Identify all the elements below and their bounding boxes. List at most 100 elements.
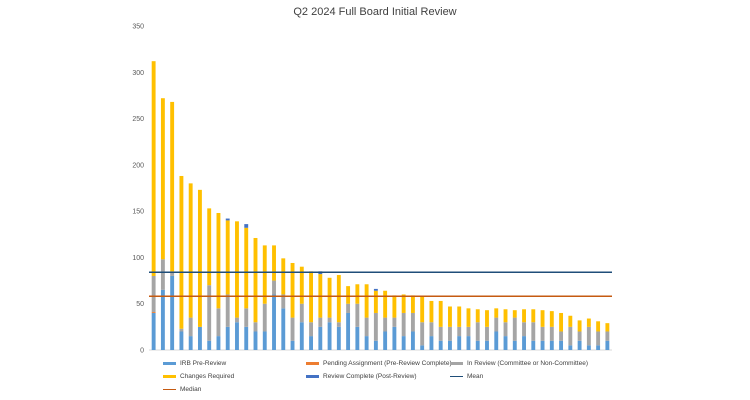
bar-segment — [512, 317, 517, 341]
bar-segment — [429, 300, 434, 323]
chart-title: Q2 2024 Full Board Initial Review — [293, 6, 457, 18]
bar-segment — [235, 221, 239, 318]
bar-segment — [568, 315, 573, 327]
bar-segment — [290, 340, 295, 350]
bar-segment — [179, 328, 184, 332]
bar-segment — [364, 336, 369, 350]
bar-segment — [457, 326, 462, 337]
bar-segment — [605, 340, 610, 350]
bar-segment — [346, 286, 351, 304]
bar-segment — [253, 237, 258, 323]
legend-swatch — [450, 375, 463, 378]
bar-segment — [438, 326, 443, 341]
legend-item-in-review: In Review (Committee or Non-Committee) — [450, 360, 588, 367]
bar-segment — [512, 310, 517, 318]
bar-segment — [494, 331, 499, 350]
legend-swatch — [450, 362, 463, 365]
bar-segment — [197, 189, 202, 327]
bar-segment — [346, 303, 351, 313]
bar-segment — [596, 321, 601, 332]
bar-segment — [549, 340, 554, 350]
bar-segment — [318, 326, 323, 350]
bar-segment — [448, 306, 452, 327]
legend-swatch — [163, 388, 176, 391]
legend-item-irb-pre-review: IRB Pre-Review — [163, 360, 226, 367]
bar-segment — [512, 340, 517, 350]
bar-segment — [170, 101, 175, 272]
bar-segment — [207, 285, 212, 341]
bar-segment — [605, 323, 610, 332]
bar-segment — [244, 308, 249, 327]
bar-segment — [299, 303, 304, 323]
bar-segment — [355, 284, 360, 304]
bar-segment — [466, 326, 471, 337]
bar-segment — [364, 317, 369, 337]
bar-segment — [170, 271, 175, 276]
legend-item-mean: Mean — [450, 373, 483, 380]
bar-segment — [605, 331, 610, 341]
legend-label: Mean — [467, 373, 484, 380]
bar-segment — [225, 294, 230, 327]
bar-segment — [225, 326, 230, 350]
bar-segment — [383, 331, 388, 350]
legend-item-changes-required: Changes Required — [163, 373, 234, 380]
bar-segment — [235, 322, 239, 350]
bar-segment — [392, 326, 397, 350]
legend-label: IRB Pre-Review — [180, 360, 227, 367]
bar-segment — [586, 326, 591, 346]
bar-segment — [549, 326, 554, 341]
bar-segment — [466, 336, 471, 350]
bar-segment — [373, 288, 378, 291]
bar-segment — [216, 336, 221, 350]
bar-segment — [503, 336, 508, 350]
bar-segment — [272, 245, 276, 281]
bar-segment — [225, 218, 230, 221]
bar-segment — [438, 340, 443, 350]
bar-segment — [318, 317, 323, 327]
bar-segment — [494, 317, 499, 332]
y-tick-label: 150 — [132, 209, 144, 216]
bar-segment — [559, 331, 564, 341]
bar-segment — [336, 275, 341, 323]
bar-segment — [457, 336, 462, 350]
bar-segment — [410, 331, 415, 350]
bar-segment — [207, 208, 212, 286]
bar-segment — [420, 345, 425, 350]
legend-swatch — [163, 362, 176, 365]
bar-segment — [383, 290, 388, 318]
bar-segment — [457, 306, 462, 327]
bar-segment — [244, 224, 249, 228]
bar-segment — [522, 336, 526, 350]
bar-segment — [160, 259, 165, 290]
bar-segment — [216, 308, 221, 337]
bar-segment — [290, 262, 295, 318]
legend-label: Changes Required — [180, 373, 235, 380]
bar-segment — [392, 317, 397, 327]
y-tick-label: 0 — [140, 348, 144, 355]
bar-segment — [531, 322, 536, 341]
bar-segment — [373, 290, 378, 313]
bar-segment — [327, 322, 332, 350]
bar-segment — [596, 331, 601, 346]
bar-segment — [299, 322, 304, 350]
bar-segment — [540, 310, 545, 327]
bar-segment — [188, 183, 193, 318]
bar-segment — [559, 340, 564, 350]
legend-item-median: Median — [163, 386, 201, 393]
y-tick-label: 50 — [136, 301, 144, 308]
bar-segment — [448, 340, 452, 350]
bar-segment — [401, 312, 406, 337]
legend-swatch — [306, 375, 319, 378]
bar-segment — [568, 326, 573, 346]
bar-segment — [253, 331, 258, 350]
bar-segment — [448, 326, 452, 341]
bar-segment — [568, 345, 573, 350]
bar-segment — [373, 340, 378, 350]
legend-label: Median — [180, 386, 202, 393]
bar-segment — [549, 311, 554, 327]
bar-segment — [336, 326, 341, 350]
bar-segment — [253, 322, 258, 332]
bar-segment — [327, 317, 332, 323]
bar-segment — [225, 220, 230, 295]
